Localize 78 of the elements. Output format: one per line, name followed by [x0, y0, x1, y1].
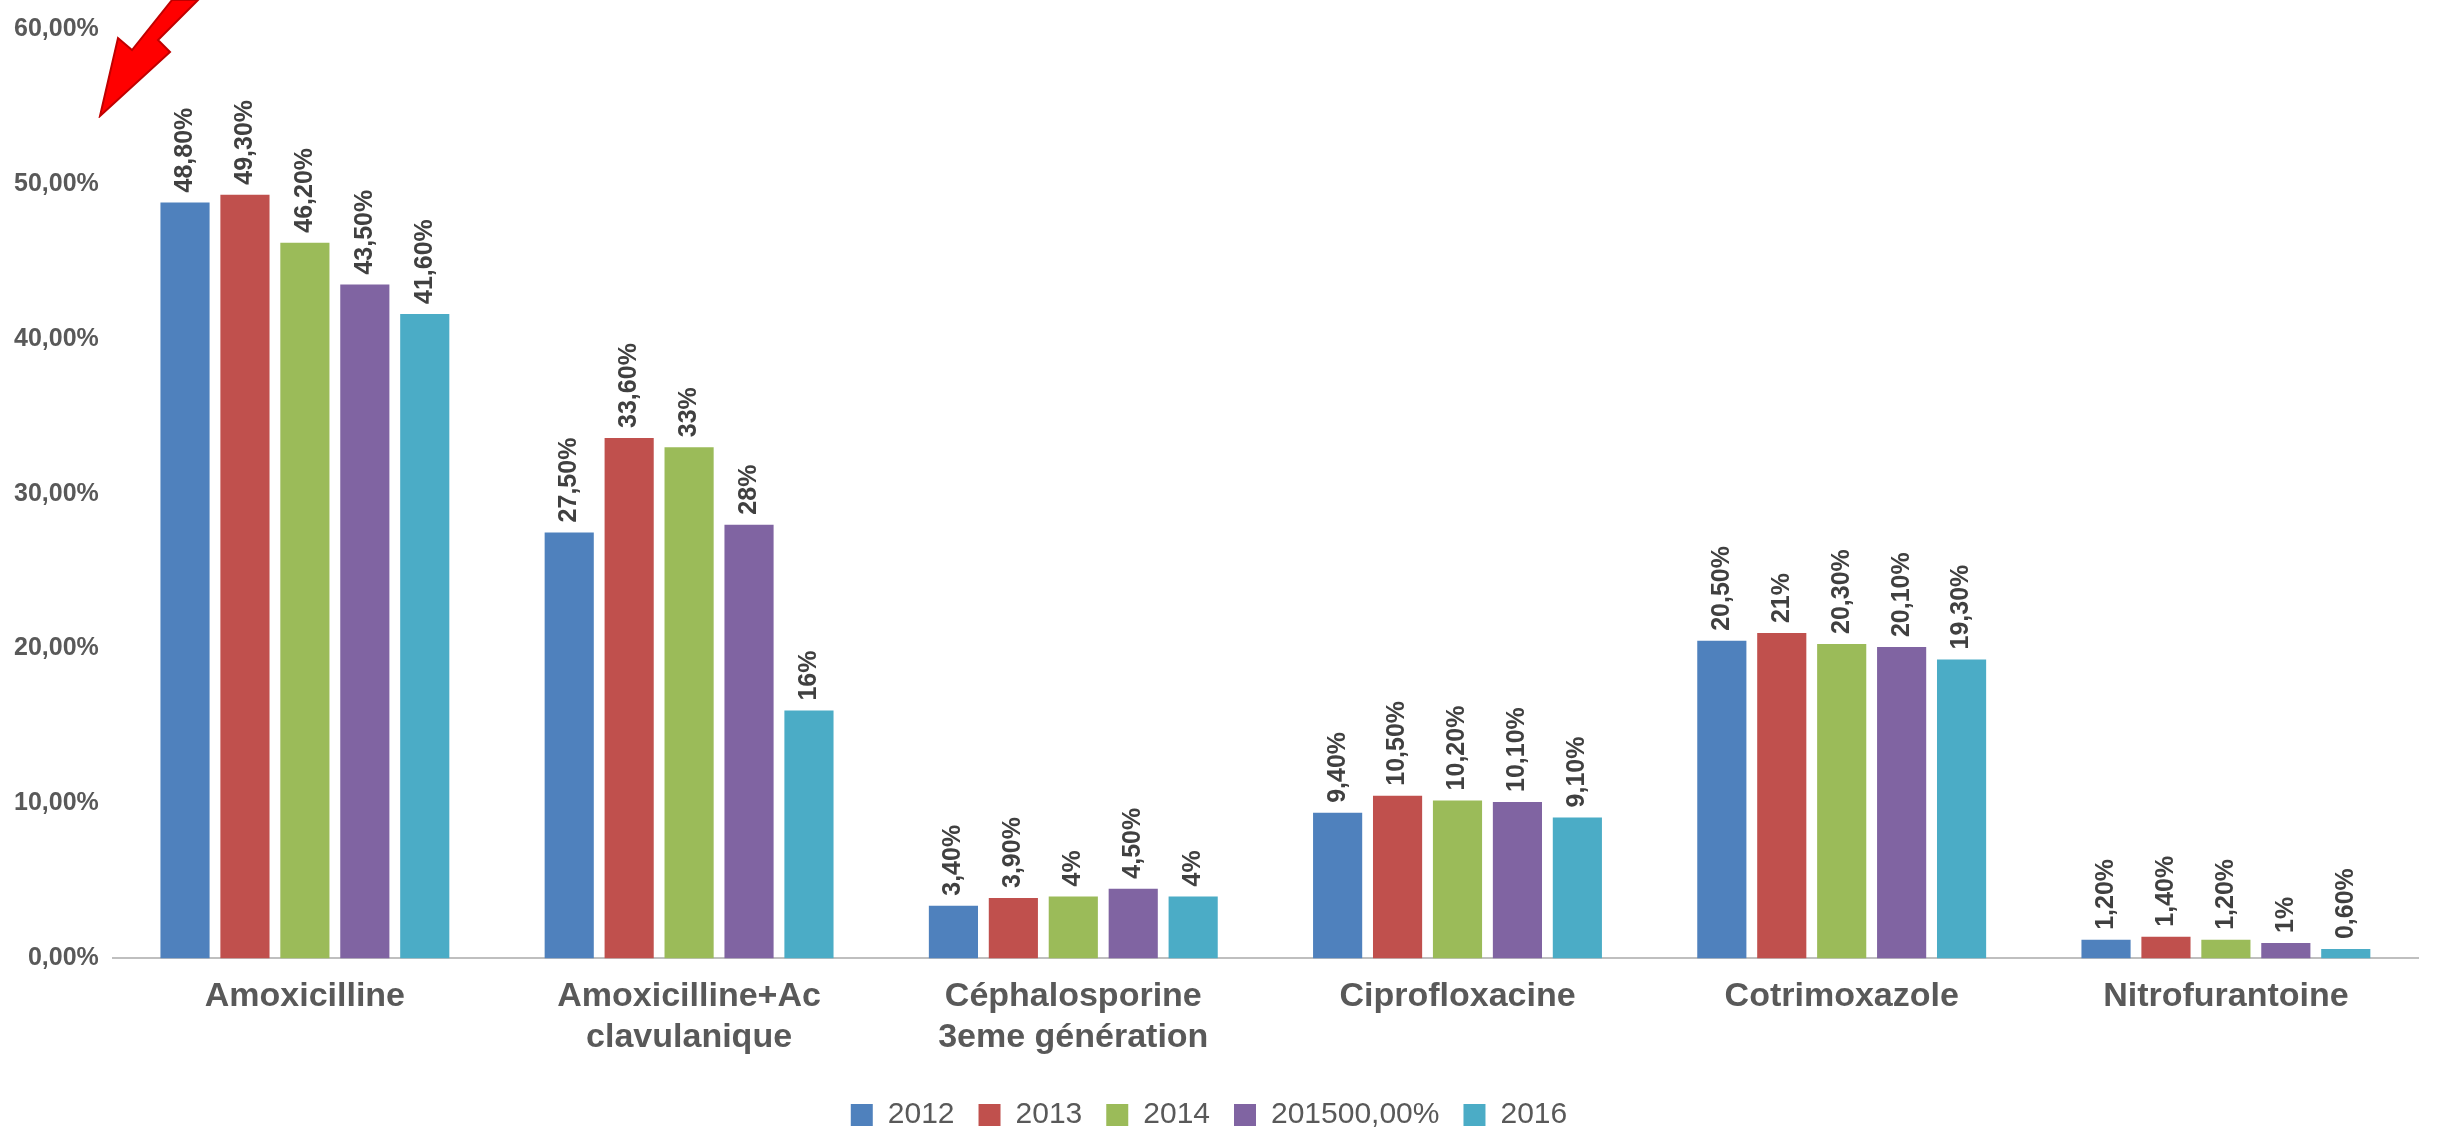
data-label: 10,10% [1501, 707, 1530, 792]
bar [604, 437, 654, 959]
data-label: 16% [792, 650, 821, 701]
bar [1877, 647, 1927, 959]
data-label: 20,10% [1885, 552, 1914, 638]
data-label: 33% [672, 387, 701, 438]
bar [2321, 949, 2371, 959]
x-tick-label: Cotrimoxazole [1724, 975, 1959, 1014]
bar [2141, 936, 2191, 959]
data-label: 10,50% [1381, 700, 1410, 786]
bar [220, 194, 270, 959]
data-label: 1% [2269, 896, 2298, 933]
data-label: 4% [1057, 850, 1086, 887]
x-tick-label: Ciprofloxacine [1339, 975, 1576, 1014]
data-label: 4% [1177, 850, 1206, 887]
x-tick-label: Céphalosporine 3eme génération [938, 975, 1209, 1054]
bar [340, 284, 390, 959]
legend-label: 201500,00% [1271, 1096, 1440, 1130]
bar [280, 242, 330, 959]
data-label: 19,30% [1945, 564, 1974, 650]
bar [1313, 812, 1363, 959]
bar [1432, 800, 1483, 959]
bar [2081, 939, 2131, 959]
bar [400, 314, 450, 959]
y-tick-label: 30,00% [13, 477, 99, 506]
bar [1757, 633, 1807, 959]
data-label: 4,50% [1117, 807, 1146, 879]
bar [1048, 896, 1098, 959]
legend-label: 2014 [1143, 1096, 1211, 1130]
y-tick-label: 60,00% [13, 12, 99, 41]
data-label: 20,50% [1705, 546, 1734, 631]
x-tick-label: Nitrofurantoine [2103, 975, 2349, 1014]
bar [988, 897, 1038, 959]
y-tick-label: 20,00% [13, 632, 99, 661]
data-label: 27,50% [553, 437, 582, 523]
bar [1168, 896, 1218, 959]
data-label: 0,60% [2329, 868, 2358, 940]
data-label: 3,90% [997, 817, 1026, 888]
data-label: 49,30% [228, 99, 257, 185]
y-tick-label: 0,00% [27, 942, 99, 971]
y-tick-label: 10,00% [13, 787, 99, 816]
bar [2201, 939, 2251, 959]
y-tick-label: 40,00% [13, 322, 99, 351]
bar [1492, 801, 1543, 959]
data-label: 1,40% [2149, 855, 2178, 927]
data-label: 33,60% [613, 343, 642, 428]
bar [2261, 942, 2311, 959]
legend-label: 2013 [1015, 1096, 1083, 1130]
data-label: 28% [732, 464, 761, 515]
x-tick-label: Amoxicilline+Ac clavulanique [557, 975, 821, 1054]
data-label: 43,50% [348, 189, 377, 275]
data-label: 48,80% [168, 107, 197, 193]
data-label: 20,30% [1825, 549, 1854, 634]
bar [1697, 640, 1747, 959]
legend-label: 2012 [887, 1096, 955, 1130]
bar [1937, 659, 1987, 959]
data-label: 41,60% [408, 219, 437, 305]
y-tick-label: 50,00% [13, 167, 99, 196]
data-label: 3,40% [937, 824, 966, 896]
bar [1108, 888, 1158, 959]
data-label: 46,20% [288, 147, 317, 233]
bar [1552, 817, 1602, 959]
bar [160, 202, 210, 959]
bar [724, 524, 774, 959]
bar [1817, 643, 1867, 959]
data-label: 10,20% [1441, 705, 1470, 791]
data-label: 1,20% [2089, 858, 2118, 930]
data-label: 21% [1765, 573, 1794, 624]
data-label: 9,10% [1561, 736, 1590, 808]
bar [544, 532, 594, 959]
bar [784, 710, 834, 959]
bar [1372, 795, 1423, 959]
bar [664, 447, 714, 959]
bar [928, 905, 978, 959]
data-label: 9,40% [1321, 731, 1350, 803]
x-tick-label: Amoxicilline [204, 975, 406, 1014]
data-label: 1,20% [2209, 858, 2238, 930]
legend-label: 2016 [1500, 1096, 1568, 1130]
